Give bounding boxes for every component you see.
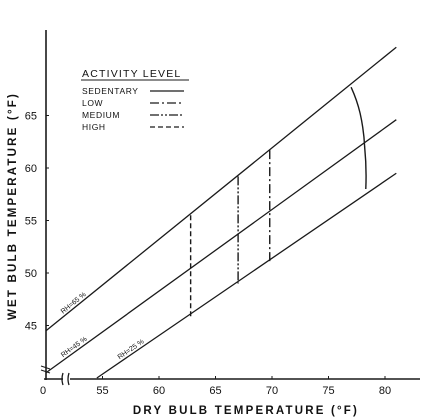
y-tick-label: 65 (25, 111, 37, 123)
x-tick-label: 70 (266, 385, 278, 397)
rh-line (96, 172, 397, 379)
y-tick-label: 50 (25, 268, 37, 280)
x-tick-label: 80 (379, 385, 391, 397)
legend-entry-label: SEDENTARY (82, 86, 139, 96)
x-axis-title: DRY BULB TEMPERATURE (°F) (133, 405, 359, 417)
x-origin-label: 0 (40, 385, 46, 397)
rh-lines: RH=65 % RH=45 % RH=25 % (45, 46, 397, 379)
activity-boundaries (189, 86, 367, 318)
rh-line-label: RH=45 % (60, 336, 89, 359)
y-tick-label: 45 (25, 321, 37, 333)
legend-entry-label: LOW (82, 98, 103, 108)
axes: 55 60 65 70 75 80 45 50 55 60 65 (25, 30, 420, 397)
rh-line-label: RH=65 % (60, 291, 88, 315)
legend-entry-label: HIGH (82, 122, 106, 132)
rh-line (45, 46, 397, 332)
y-tick-label: 55 (25, 216, 37, 228)
y-axis-title: WET BULB TEMPERATURE (°F) (7, 92, 19, 320)
x-tick-label: 65 (209, 385, 221, 397)
boundary-sedentary (350, 86, 367, 190)
x-axis-break-mark (61, 372, 70, 386)
rh-line (45, 119, 397, 374)
x-tick-label: 55 (96, 385, 108, 397)
x-tick-label: 75 (322, 385, 334, 397)
legend-title: ACTIVITY LEVEL (82, 68, 181, 80)
legend: ACTIVITY LEVEL SEDENTARY LOW MEDIUM HIGH (81, 68, 189, 132)
rh-line-label: RH=25 % (117, 338, 146, 361)
y-axis-break-mark (40, 365, 51, 374)
legend-entry-label: MEDIUM (82, 110, 120, 120)
x-tick-label: 60 (153, 385, 165, 397)
y-tick-label: 60 (25, 163, 37, 175)
